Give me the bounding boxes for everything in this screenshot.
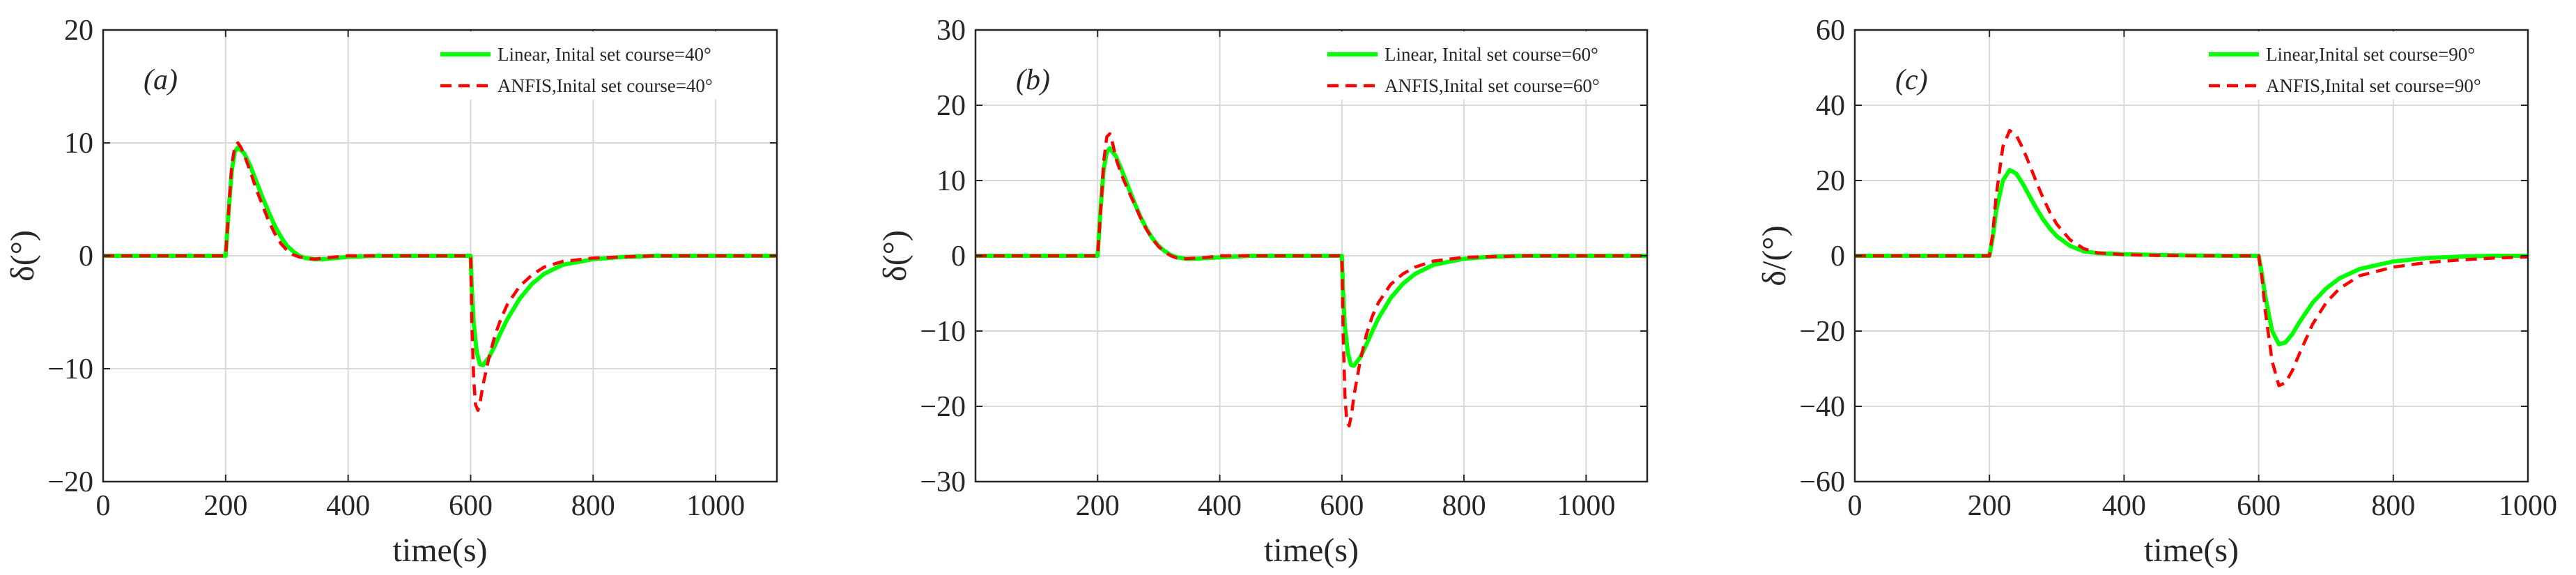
series-line-anfis xyxy=(1855,128,2529,388)
x-axis-label: time(s) xyxy=(393,532,488,569)
legend-label-anfis: ANFIS,Inital set course=90° xyxy=(2266,75,2481,96)
legend-label-anfis: ANFIS,Inital set course=60° xyxy=(1385,75,1600,96)
legend: Linear,Inital set course=90° ANFIS,Inital… xyxy=(2202,31,2522,100)
x-tick-label: 200 xyxy=(1076,490,1120,522)
x-tick-label: 400 xyxy=(2102,490,2146,522)
x-tick-label: 1000 xyxy=(1557,490,1615,522)
x-tick-label: 800 xyxy=(1442,490,1486,522)
y-tick-label: 0 xyxy=(1830,240,1845,273)
x-tick-label: 200 xyxy=(203,490,247,522)
x-tick-label: 1000 xyxy=(2499,490,2557,522)
y-tick-label: −20 xyxy=(1799,316,1845,348)
y-tick-label: −20 xyxy=(47,466,93,498)
y-axis-label: δ(°) xyxy=(4,230,41,282)
y-tick-label: −20 xyxy=(920,391,966,423)
y-tick-label: 20 xyxy=(1816,165,1845,197)
y-axis-label: δ(°) xyxy=(877,230,913,282)
y-tick-label: 40 xyxy=(1816,90,1845,122)
series-line-linear xyxy=(103,145,777,368)
y-tick-label: −30 xyxy=(920,466,966,498)
y-tick-label: 20 xyxy=(64,15,93,47)
x-axis-label: time(s) xyxy=(1264,532,1359,569)
legend: Linear, Inital set course=60° ANFIS,Inita… xyxy=(1320,31,1640,100)
x-tick-label: 400 xyxy=(326,490,370,522)
y-tick-label: −10 xyxy=(47,353,93,385)
y-tick-label: 10 xyxy=(936,165,966,197)
y-tick-label: 0 xyxy=(951,240,966,273)
x-tick-label: 1000 xyxy=(686,490,745,522)
legend-label-linear: Linear,Inital set course=90° xyxy=(2266,44,2475,65)
y-axis-label: δ/(°) xyxy=(1756,225,1793,286)
legend-box xyxy=(2202,31,2522,100)
y-tick-label: −40 xyxy=(1799,391,1845,423)
legend-box xyxy=(1320,31,1640,100)
legend-label-linear: Linear, Inital set course=60° xyxy=(1385,44,1598,65)
y-tick-label: −10 xyxy=(920,316,966,348)
x-tick-label: 200 xyxy=(1968,490,2012,522)
x-tick-label: 600 xyxy=(1320,490,1364,522)
x-tick-label: 600 xyxy=(2237,490,2281,522)
y-tick-label: 60 xyxy=(1816,15,1845,47)
panel-tag: (a) xyxy=(144,64,178,96)
y-tick-label: 10 xyxy=(64,128,93,160)
x-axis-label: time(s) xyxy=(2144,532,2239,569)
y-tick-label: 0 xyxy=(79,240,93,273)
x-tick-label: 800 xyxy=(2371,490,2415,522)
x-tick-label: 0 xyxy=(1848,490,1862,522)
y-tick-label: 30 xyxy=(936,15,966,47)
x-tick-label: 400 xyxy=(1198,490,1242,522)
series-line-anfis xyxy=(975,132,1647,428)
x-tick-label: 600 xyxy=(449,490,493,522)
x-tick-label: 800 xyxy=(571,490,615,522)
chart-panel-1: 0 200 400 600 800 1000 −20 −10 0 10 20 time(s) δ(°) (… xyxy=(4,15,778,569)
legend-box xyxy=(433,31,747,100)
y-tick-label: −60 xyxy=(1799,466,1845,498)
x-tick-label: 0 xyxy=(96,490,111,522)
legend-label-anfis: ANFIS,Inital set course=40° xyxy=(498,75,713,96)
legend-label-linear: Linear, Inital set course=40° xyxy=(498,44,711,65)
chart-panel-2: 200 400 600 800 1000 −30 −20 −10 0 10 20 30 time(s) δ… xyxy=(877,15,1649,569)
chart-panel-3: 0 200 400 600 800 1000 −60 −40 −20 0 20 40 60 time(s)… xyxy=(1756,15,2557,569)
panel-tag: (b) xyxy=(1016,64,1050,96)
legend: Linear, Inital set course=40° ANFIS,Inita… xyxy=(433,31,747,100)
y-tick-label: 20 xyxy=(936,90,966,122)
series-line-anfis xyxy=(103,141,777,413)
panel-tag: (c) xyxy=(1895,64,1928,96)
